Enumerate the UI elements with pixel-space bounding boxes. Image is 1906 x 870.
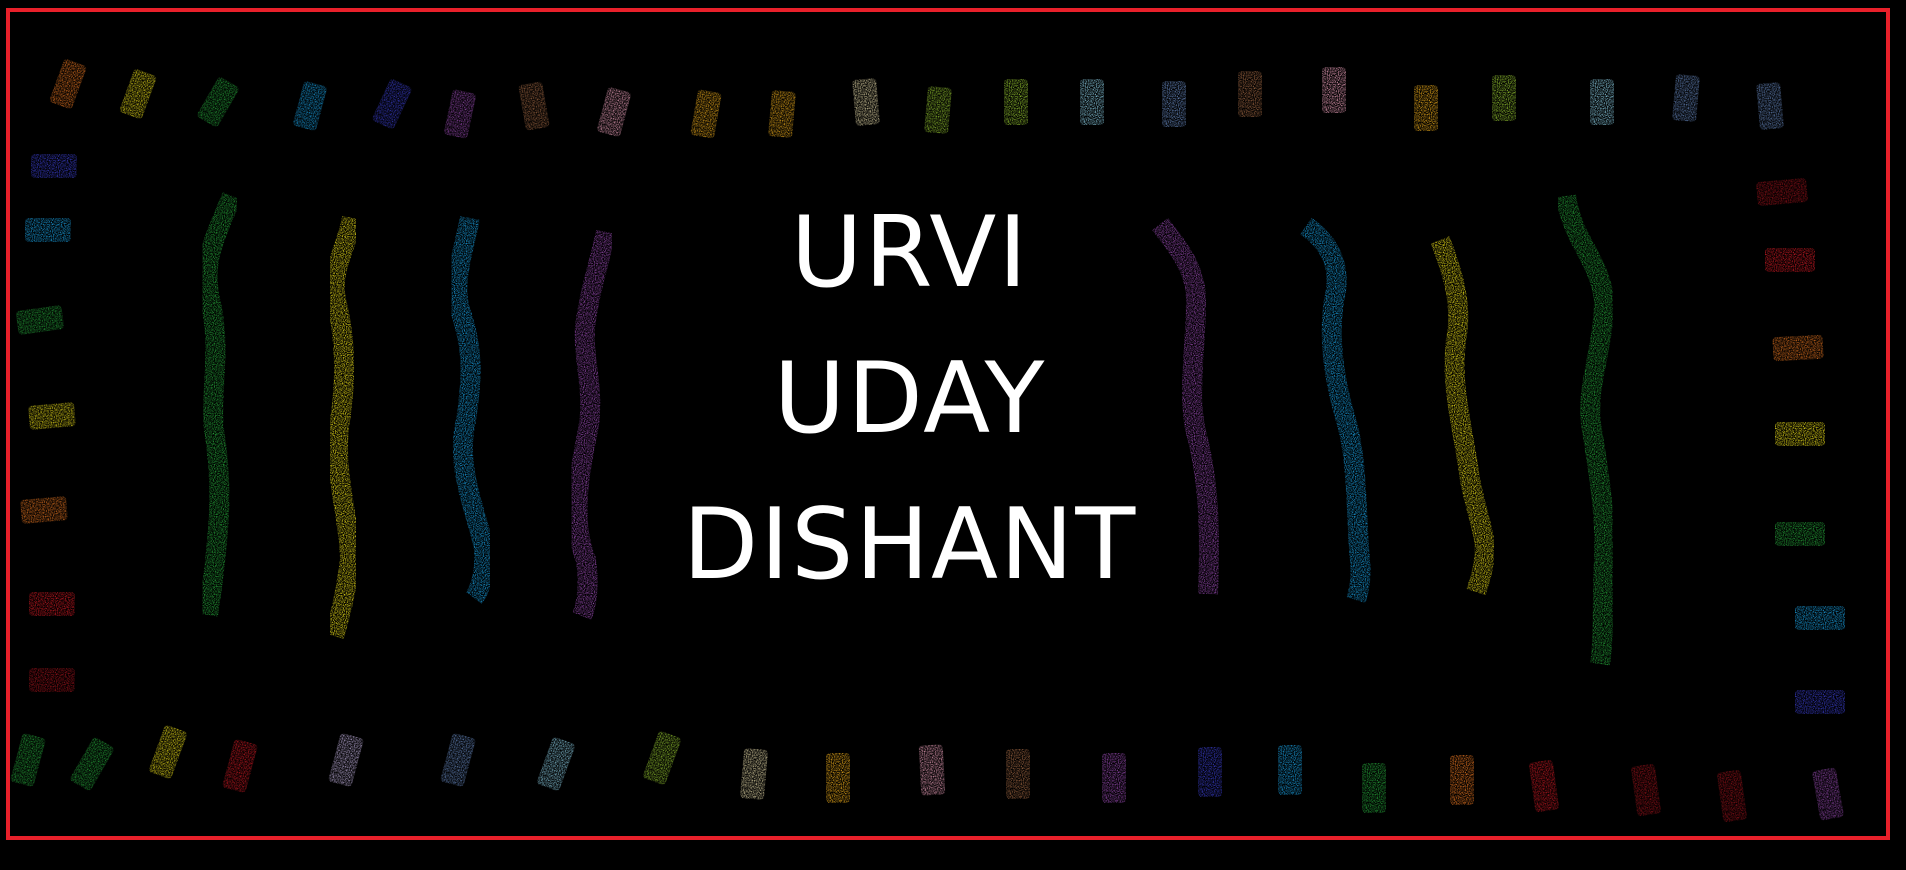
chalk-stick-icon [149, 725, 187, 779]
chalk-stick-icon [1080, 79, 1104, 125]
chalk-stick-icon [1672, 74, 1700, 122]
name-dishant: DISHANT [682, 488, 1138, 602]
name-uday: UDAY [773, 342, 1047, 456]
chalk-stick-icon [119, 69, 157, 119]
chalk-stick-icon [826, 753, 850, 803]
chalk-stick-icon [690, 89, 722, 139]
chalk-stick-icon [1631, 764, 1661, 816]
chalk-stick-icon [518, 81, 550, 131]
chalk-stick-icon [20, 496, 68, 524]
chalk-stick-icon [1162, 81, 1186, 127]
chalk-stick-icon [1278, 745, 1302, 795]
chalk-stick-icon [643, 731, 681, 785]
chalk-stick-icon [1756, 82, 1784, 130]
chalk-squiggle-icon [324, 215, 362, 639]
red-frame [6, 8, 1890, 840]
chalk-stick-icon [440, 733, 476, 787]
chalk-stick-icon [293, 81, 327, 131]
chalk-stick-icon [222, 739, 258, 793]
chalk-stick-icon [1812, 767, 1844, 821]
chalk-stick-icon [1450, 755, 1474, 805]
chalk-stick-icon [1414, 85, 1438, 131]
chalk-stick-icon [1765, 248, 1815, 272]
chalk-stick-icon [1795, 690, 1845, 714]
chalk-stick-icon [1006, 749, 1030, 799]
chalk-stick-icon [918, 744, 946, 796]
chalk-stick-icon [49, 59, 87, 109]
chalk-squiggle-icon [1152, 217, 1219, 595]
chalk-squiggle-icon [567, 229, 616, 620]
chalk-stick-icon [597, 87, 631, 137]
chalk-stick-icon [1198, 747, 1222, 797]
names-block: URVI UDAY DISHANT [640, 180, 1180, 618]
chalk-stick-icon [1322, 67, 1346, 113]
chalk-stick-icon [1102, 753, 1126, 803]
chalk-stick-icon [1775, 522, 1825, 546]
chalk-stick-icon [1772, 334, 1824, 362]
chalk-stick-icon [25, 218, 71, 242]
chalk-stick-icon [372, 79, 412, 129]
chalk-stick-icon [328, 733, 364, 787]
chalk-squiggle-icon [1299, 217, 1371, 604]
chalk-stick-icon [1590, 79, 1614, 125]
chalk-stick-icon [768, 90, 796, 138]
chalk-stick-icon [852, 78, 880, 126]
name-urvi: URVI [790, 196, 1030, 310]
chalk-stick-icon [1775, 422, 1825, 446]
chalk-squiggle-icon [1430, 236, 1495, 596]
chalk-stick-icon [444, 89, 476, 139]
chalk-stick-icon [1795, 606, 1845, 630]
chalk-stick-icon [197, 77, 239, 127]
chalk-squiggle-icon [1556, 194, 1615, 666]
chalk-stick-icon [1004, 79, 1028, 125]
chalk-squiggle-icon [447, 216, 495, 604]
chalk-stick-icon [29, 668, 75, 692]
chalk-stick-icon [924, 86, 952, 134]
chalk-stick-icon [1529, 760, 1559, 812]
chalk-stick-icon [1238, 71, 1262, 117]
chalk-stick-icon [1717, 770, 1747, 822]
chalk-stick-icon [740, 748, 768, 800]
chalk-stick-icon [70, 737, 114, 791]
chalk-stick-icon [28, 402, 76, 430]
chalk-squiggle-icon [197, 192, 242, 617]
chalk-stick-icon [10, 733, 46, 787]
chalk-stick-icon [1492, 75, 1516, 121]
chalk-stick-icon [16, 305, 64, 335]
chalk-stick-icon [31, 154, 77, 178]
chalk-stick-icon [537, 737, 575, 791]
chalk-stick-icon [29, 592, 75, 616]
chalk-stick-icon [1756, 178, 1808, 206]
chalk-stick-icon [1362, 763, 1386, 813]
